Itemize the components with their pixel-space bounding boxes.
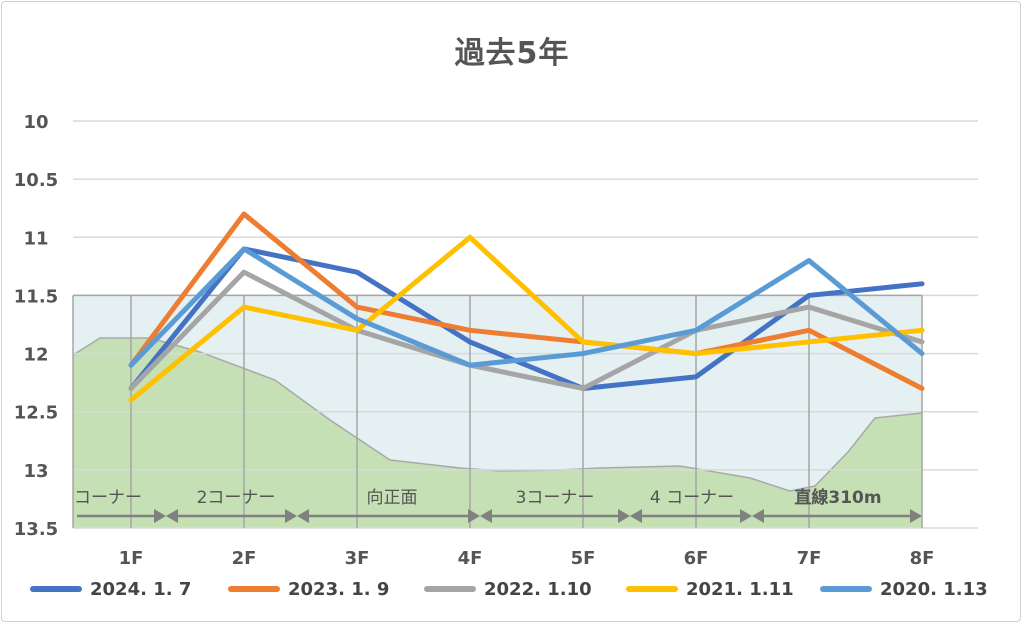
section-arrowhead-right: [468, 509, 480, 523]
y-tick-label: 11.5: [14, 286, 58, 307]
section-label: 直線310m: [794, 487, 881, 508]
legend-item: 2024. 1. 7: [30, 574, 191, 604]
series-line: [128, 246, 925, 368]
section-arrowhead-left: [480, 509, 492, 523]
y-tick-label: 13.5: [14, 519, 58, 540]
section-label: 2コーナー: [197, 488, 276, 508]
legend-label: 2023. 1. 9: [288, 578, 390, 600]
x-tick-label: 8F: [910, 548, 935, 569]
x-tick-label: 5F: [571, 548, 596, 569]
x-tick-label: 2F: [232, 548, 257, 569]
y-tick-label: 12.5: [14, 403, 58, 424]
section-arrowhead-right: [740, 509, 752, 523]
legend-item: 2022. 1.10: [424, 574, 592, 604]
legend-label: 2024. 1. 7: [90, 578, 192, 600]
section-arrowhead-right: [285, 509, 297, 523]
legend-swatch: [30, 586, 82, 592]
legend-item: 2023. 1. 9: [228, 574, 389, 604]
y-tick-label: 12: [23, 345, 48, 366]
section-label: 向正面: [367, 488, 418, 508]
section-arrowhead-right: [154, 509, 166, 523]
y-tick-label: 13: [23, 461, 48, 482]
series-line: [128, 234, 925, 403]
legend-label: 2021. 1.11: [686, 578, 794, 600]
x-tick-label: 4F: [458, 548, 483, 569]
series-line: [128, 211, 925, 391]
chart-title: 過去5年: [454, 36, 570, 71]
y-tick-label: 10: [23, 112, 48, 133]
x-tick-label: 1F: [119, 548, 144, 569]
legend-label: 2020. 1.13: [880, 578, 988, 600]
legend-swatch: [626, 586, 678, 592]
legend-swatch: [228, 586, 280, 592]
section-arrowhead-left: [166, 509, 178, 523]
legend-swatch: [820, 586, 872, 592]
chart-legend: 2024. 1. 7 2023. 1. 9 2022. 1.10 2021. 1…: [30, 574, 1020, 604]
section-arrowhead-right: [910, 509, 922, 523]
terrain-area: [73, 338, 922, 528]
x-tick-label: 3F: [345, 548, 370, 569]
legend-label: 2022. 1.10: [484, 578, 592, 600]
legend-swatch: [424, 586, 476, 592]
y-tick-label: 10.5: [14, 170, 58, 191]
y-tick-label: 11: [23, 228, 48, 249]
legend-item: 2021. 1.11: [626, 574, 794, 604]
section-label: 3コーナー: [516, 488, 595, 508]
legend-item: 2020. 1.13: [820, 574, 988, 604]
x-tick-label: 6F: [684, 548, 709, 569]
section-label: 4 コーナー: [650, 488, 734, 508]
section-arrowhead-left: [297, 509, 309, 523]
section-arrowhead-left: [752, 509, 764, 523]
section-arrowhead-left: [630, 509, 642, 523]
section-arrowhead-right: [618, 509, 630, 523]
section-label: コーナー: [74, 488, 142, 508]
series-line: [128, 269, 925, 391]
x-tick-label: 7F: [797, 548, 822, 569]
